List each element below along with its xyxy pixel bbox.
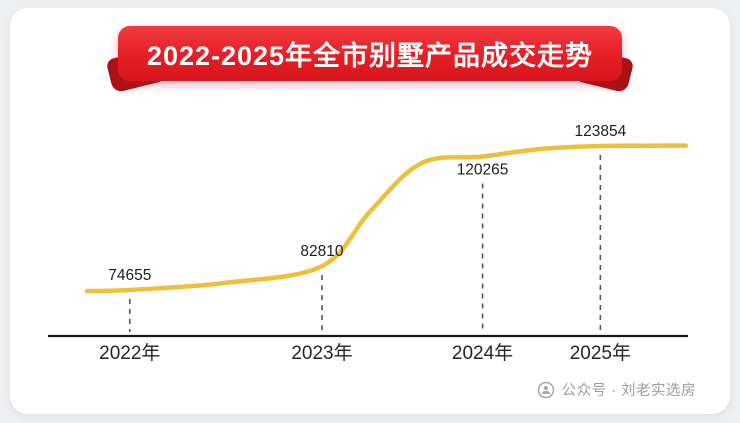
value-label-2024年: 120265: [457, 162, 509, 179]
title-banner: 2022-2025年全市别墅产品成交走势: [105, 26, 635, 94]
watermark-text: 公众号 · 刘老实选房: [561, 383, 696, 399]
banner-ribbon: 2022-2025年全市别墅产品成交走势: [118, 26, 622, 81]
value-label-2023年: 82810: [300, 243, 343, 260]
x-axis-label-2023年: 2023年: [291, 342, 352, 364]
value-label-2025年: 123854: [574, 123, 626, 140]
wechat-official-account-icon: [537, 381, 554, 398]
chart-card: 2022-2025年全市别墅产品成交走势 74655 2022年 82810 2023…: [10, 8, 730, 414]
page-title: 2022-2025年全市别墅产品成交走势: [146, 41, 594, 71]
x-axis-label-2022年: 2022年: [99, 342, 160, 364]
watermark: 公众号 · 刘老实选房: [537, 379, 696, 400]
x-axis-label-2024年: 2024年: [452, 342, 513, 364]
trend-chart: 74655 2022年 82810 2023年 120265 2024年 123854 202…: [48, 123, 689, 364]
x-axis-label-2025年: 2025年: [570, 342, 631, 364]
trend-curve: [84, 143, 689, 294]
value-label-2022年: 74655: [108, 267, 151, 284]
